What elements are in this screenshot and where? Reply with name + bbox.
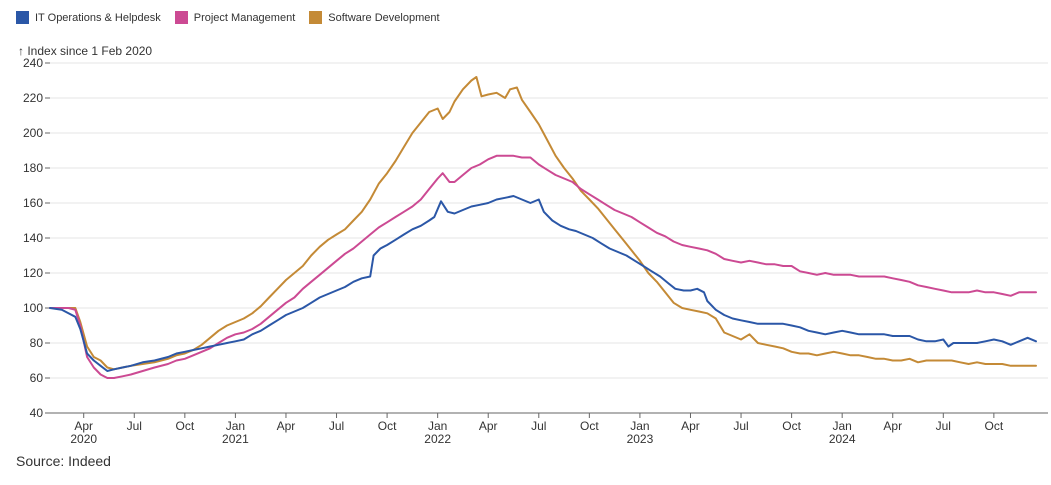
x-tick-label: Jan	[832, 419, 851, 433]
x-tick-label: Jul	[733, 419, 748, 433]
legend-swatch-it-operations	[16, 11, 29, 24]
x-year-label: 2022	[424, 432, 451, 446]
y-tick-label: 40	[30, 406, 44, 420]
x-year-label: 2023	[627, 432, 654, 446]
x-year-label: 2020	[70, 432, 97, 446]
legend-swatch-software-development	[309, 11, 323, 24]
legend-label-project-management: Project Management	[193, 11, 296, 24]
x-tick-label: Apr	[883, 419, 902, 433]
y-tick-label: 200	[23, 126, 43, 140]
y-tick-label: 80	[30, 336, 44, 350]
y-tick-label: 60	[30, 371, 44, 385]
x-tick-label: Jan	[226, 419, 245, 433]
x-tick-label: Jan	[428, 419, 447, 433]
y-tick-label: 220	[23, 91, 43, 105]
legend-item-project-management[interactable]: Project Management	[174, 11, 296, 24]
x-tick-label: Apr	[479, 419, 498, 433]
x-tick-label: Oct	[378, 419, 397, 433]
y-tick-label: 100	[23, 301, 43, 315]
legend-item-software-development[interactable]: Software Development	[309, 11, 440, 24]
x-tick-label: Jan	[630, 419, 649, 433]
x-tick-label: Oct	[782, 419, 801, 433]
x-tick-label: Jul	[329, 419, 344, 433]
y-tick-label: 140	[23, 231, 43, 245]
x-tick-label: Oct	[176, 419, 195, 433]
x-tick-label: Oct	[985, 419, 1004, 433]
x-year-label: 2021	[222, 432, 249, 446]
x-tick-label: Jul	[936, 419, 951, 433]
y-tick-label: 240	[23, 56, 43, 70]
x-tick-label: Oct	[580, 419, 599, 433]
source-note: Source: Indeed	[16, 453, 111, 469]
y-tick-label: 180	[23, 161, 43, 175]
x-tick-label: Apr	[277, 419, 296, 433]
legend-swatch-project-management	[174, 11, 188, 24]
series-line-software-development	[49, 76, 1037, 371]
chart-legend: IT Operations & Helpdesk Project Managem…	[16, 11, 440, 24]
series-line-project-management	[49, 154, 1037, 379]
x-year-label: 2024	[829, 432, 856, 446]
legend-label-software-development: Software Development	[328, 11, 440, 24]
y-tick-label: 160	[23, 196, 43, 210]
legend-label-it-operations: IT Operations & Helpdesk	[35, 11, 161, 24]
x-tick-label: Apr	[74, 419, 93, 433]
x-tick-label: Jul	[127, 419, 142, 433]
x-tick-label: Apr	[681, 419, 700, 433]
y-axis-title: ↑ Index since 1 Feb 2020	[18, 44, 153, 58]
y-tick-label: 120	[23, 266, 43, 280]
legend-item-it-operations[interactable]: IT Operations & Helpdesk	[16, 11, 161, 24]
x-tick-label: Jul	[531, 419, 546, 433]
series-line-it-operations-helpdesk	[49, 195, 1037, 372]
